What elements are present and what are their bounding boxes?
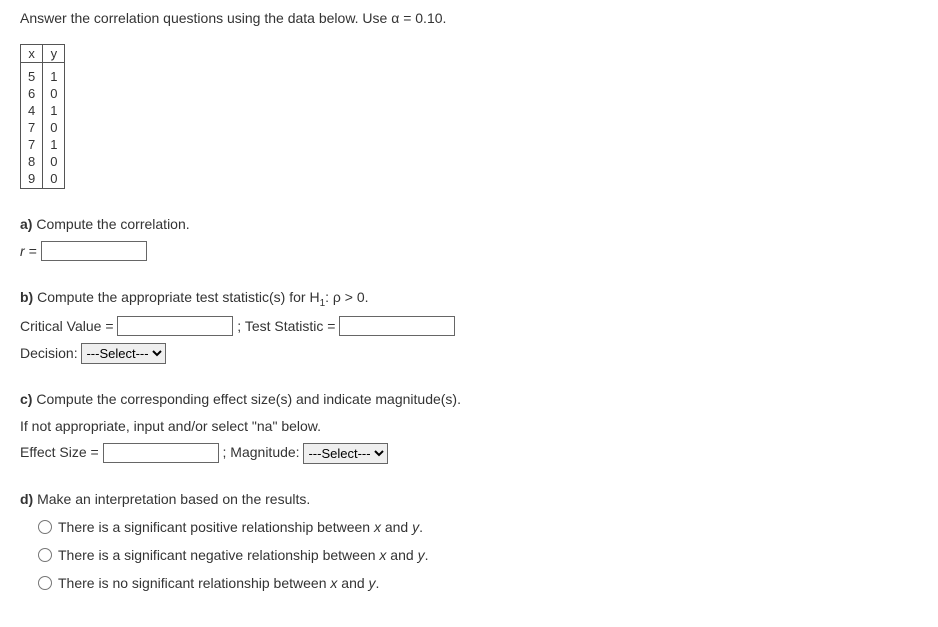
cell: 7 (21, 119, 43, 136)
table-row: 51 (21, 63, 65, 86)
interp-label-none: There is no significant relationship bet… (58, 569, 379, 597)
txt: . (419, 519, 423, 535)
critical-value-input[interactable] (117, 316, 233, 336)
interp-label-negative: There is a significant negative relation… (58, 541, 428, 569)
part-c-text: Compute the corresponding effect size(s)… (32, 391, 461, 407)
magnitude-label: ; Magnitude: (223, 444, 304, 460)
txt: and (386, 547, 417, 563)
decision-select[interactable]: ---Select--- (81, 343, 166, 364)
effect-size-label: Effect Size = (20, 444, 103, 460)
txt: . (425, 547, 429, 563)
cell: 5 (21, 63, 43, 86)
cell: 0 (43, 85, 65, 102)
cell: 0 (43, 170, 65, 189)
r-input[interactable] (41, 241, 147, 261)
table-row: 80 (21, 153, 65, 170)
test-statistic-input[interactable] (339, 316, 455, 336)
cell: 6 (21, 85, 43, 102)
table-row: 41 (21, 102, 65, 119)
cell: 9 (21, 170, 43, 189)
cell: 1 (43, 102, 65, 119)
var-x: x (374, 519, 381, 535)
part-c-label: c) (20, 391, 32, 407)
cell: 0 (43, 153, 65, 170)
table-row: 60 (21, 85, 65, 102)
data-table: x y 51 60 41 70 71 80 90 (20, 44, 65, 189)
cell: 0 (43, 119, 65, 136)
cell: 4 (21, 102, 43, 119)
cell: 7 (21, 136, 43, 153)
table-row: 90 (21, 170, 65, 189)
txt: and (337, 575, 368, 591)
txt: . (376, 575, 380, 591)
txt: There is a significant positive relation… (58, 519, 374, 535)
part-d: d) Make an interpretation based on the r… (20, 486, 918, 597)
part-c: c) Compute the corresponding effect size… (20, 386, 918, 466)
col-header-y: y (43, 45, 65, 63)
part-c-hint: If not appropriate, input and/or select … (20, 418, 321, 434)
part-a-text: Compute the correlation. (32, 216, 189, 232)
interp-radio-negative[interactable] (38, 548, 52, 562)
var-y: y (418, 547, 425, 563)
cell: 1 (43, 136, 65, 153)
part-b-label: b) (20, 289, 33, 305)
part-d-label: d) (20, 491, 33, 507)
txt: There is no significant relationship bet… (58, 575, 330, 591)
magnitude-select[interactable]: ---Select--- (303, 443, 388, 464)
part-a-label: a) (20, 216, 32, 232)
interpretation-options: There is a significant positive relation… (38, 513, 918, 597)
txt: and (381, 519, 412, 535)
cell: 1 (43, 63, 65, 86)
table-row: 71 (21, 136, 65, 153)
col-header-x: x (21, 45, 43, 63)
var-y: y (369, 575, 376, 591)
effect-size-input[interactable] (103, 443, 219, 463)
part-d-text: Make an interpretation based on the resu… (33, 491, 310, 507)
critical-value-label: Critical Value = (20, 318, 117, 334)
interp-radio-positive[interactable] (38, 520, 52, 534)
interp-radio-none[interactable] (38, 576, 52, 590)
test-statistic-label: ; Test Statistic = (237, 318, 339, 334)
part-b-text-pre: Compute the appropriate test statistic(s… (33, 289, 319, 305)
part-a: a) Compute the correlation. r = (20, 211, 918, 264)
txt: There is a significant negative relation… (58, 547, 379, 563)
part-b: b) Compute the appropriate test statisti… (20, 284, 918, 366)
table-row: 70 (21, 119, 65, 136)
interp-label-positive: There is a significant positive relation… (58, 513, 423, 541)
decision-label: Decision: (20, 345, 81, 361)
cell: 8 (21, 153, 43, 170)
part-b-text-post: : ρ > 0. (325, 289, 368, 305)
question-prompt: Answer the correlation questions using t… (20, 10, 918, 26)
r-equals-label: r = (20, 243, 41, 259)
